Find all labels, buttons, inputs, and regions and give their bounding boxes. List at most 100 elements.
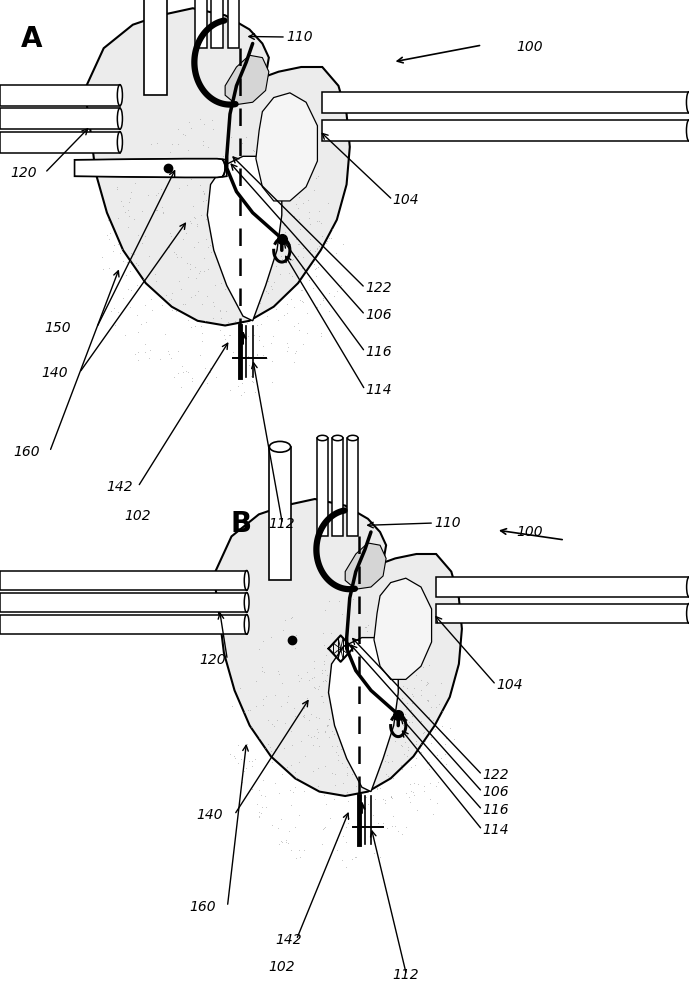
Point	[251, 278, 263, 294]
Point	[287, 609, 298, 625]
Point	[331, 738, 342, 754]
Point	[190, 259, 201, 275]
Point	[268, 274, 279, 290]
Point	[402, 739, 413, 755]
Point	[280, 832, 291, 848]
Point	[260, 157, 271, 173]
Point	[317, 292, 328, 308]
Point	[391, 641, 402, 657]
Point	[360, 782, 371, 798]
Point	[313, 678, 324, 694]
Polygon shape	[345, 543, 386, 589]
Point	[345, 660, 356, 676]
Point	[122, 254, 133, 270]
Point	[304, 210, 315, 226]
Point	[391, 632, 402, 648]
Point	[335, 727, 346, 743]
Point	[257, 659, 268, 675]
Point	[437, 703, 448, 719]
Point	[235, 680, 246, 696]
Point	[296, 293, 307, 309]
Point	[215, 303, 226, 319]
Point	[370, 780, 381, 796]
Point	[267, 231, 278, 247]
Point	[440, 730, 451, 746]
Point	[198, 193, 209, 209]
Point	[163, 343, 174, 359]
Point	[274, 179, 285, 195]
Point	[245, 719, 256, 735]
Point	[268, 137, 279, 153]
Point	[408, 787, 419, 803]
Point	[221, 193, 232, 209]
Point	[263, 169, 274, 185]
Point	[256, 787, 267, 803]
Point	[166, 291, 177, 307]
Point	[133, 352, 144, 368]
Point	[228, 260, 239, 276]
Point	[375, 644, 386, 660]
Point	[187, 198, 198, 214]
Point	[385, 789, 396, 805]
Bar	[0, 85, 120, 106]
Point	[202, 139, 213, 155]
Point	[243, 275, 254, 291]
Point	[272, 197, 283, 213]
Point	[301, 325, 312, 341]
Point	[200, 211, 212, 227]
Point	[324, 810, 335, 826]
Point	[320, 724, 331, 740]
Point	[248, 176, 259, 192]
Point	[285, 636, 296, 652]
Ellipse shape	[117, 132, 123, 153]
Point	[387, 753, 398, 769]
Point	[379, 620, 390, 636]
Point	[181, 255, 192, 271]
Point	[252, 796, 263, 812]
Point	[402, 695, 413, 711]
Point	[277, 675, 288, 691]
Point	[258, 175, 269, 191]
Point	[261, 350, 272, 366]
Point	[347, 685, 358, 701]
Point	[282, 688, 294, 704]
Point	[297, 260, 308, 276]
Bar	[322, 92, 689, 113]
Point	[165, 350, 176, 366]
Text: 116: 116	[365, 345, 392, 359]
Point	[390, 818, 401, 834]
Point	[260, 688, 271, 704]
Point	[249, 327, 260, 343]
Point	[329, 635, 340, 651]
Point	[220, 169, 231, 185]
Point	[171, 246, 182, 262]
Point	[404, 636, 415, 652]
Point	[341, 859, 352, 875]
Point	[304, 204, 315, 220]
Point	[254, 804, 265, 820]
Point	[311, 299, 322, 315]
Point	[272, 212, 283, 228]
Point	[277, 766, 288, 782]
Point	[274, 836, 285, 852]
Point	[396, 639, 407, 655]
Point	[253, 253, 264, 269]
Point	[248, 195, 259, 211]
Point	[225, 746, 236, 762]
Point	[345, 659, 356, 675]
Point	[274, 266, 285, 282]
Point	[124, 190, 135, 206]
Point	[384, 769, 395, 785]
Point	[373, 717, 384, 733]
Point	[150, 202, 161, 218]
Point	[405, 702, 416, 718]
Point	[290, 196, 301, 212]
Point	[351, 812, 362, 828]
Point	[382, 636, 393, 652]
Point	[245, 368, 256, 384]
Point	[258, 697, 269, 713]
Point	[378, 815, 389, 831]
Point	[415, 672, 426, 688]
Bar	[317, 438, 328, 536]
Point	[429, 721, 440, 737]
